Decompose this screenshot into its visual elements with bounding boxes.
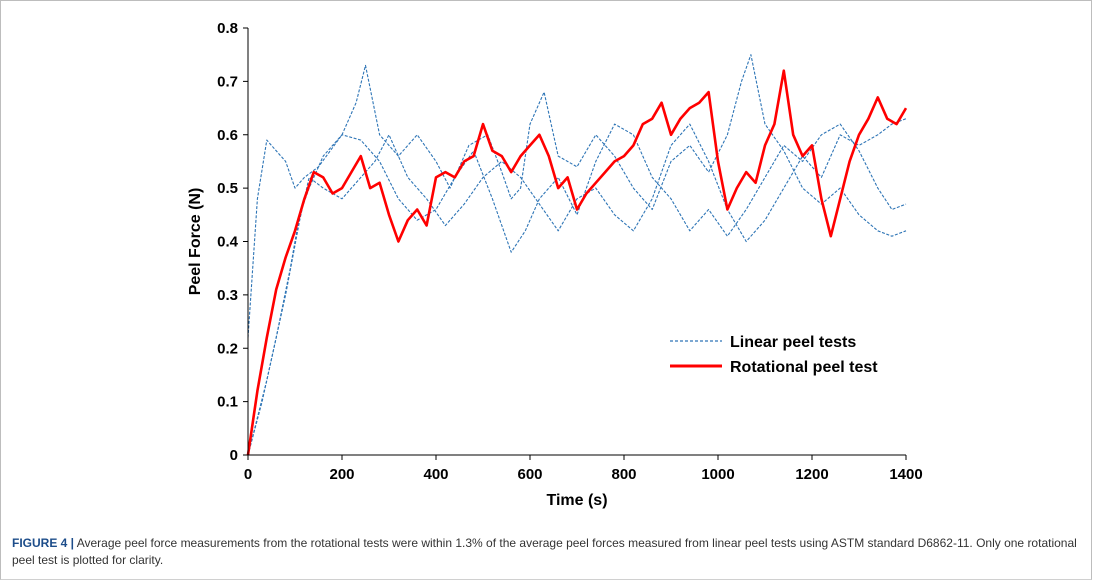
x-tick-label: 400 <box>423 466 448 483</box>
y-tick-label: 0.4 <box>217 234 239 251</box>
y-tick-label: 0.8 <box>217 20 238 37</box>
x-tick-label: 200 <box>329 466 354 483</box>
series-line-1 <box>247 54 907 338</box>
y-tick-label: 0.7 <box>217 73 238 90</box>
y-tick-label: 0 <box>230 447 238 464</box>
legend-label-linear: Linear peel tests <box>730 334 856 351</box>
x-tick-label: 800 <box>611 466 636 483</box>
axes-layer <box>243 27 907 460</box>
figure-label: FIGURE 4 | <box>12 536 75 550</box>
y-axis-title: Peel Force (N) <box>187 188 204 296</box>
legend-label-rotational: Rotational peel test <box>730 359 878 376</box>
series-line-2 <box>247 123 907 456</box>
series-line-3 <box>247 118 907 456</box>
y-tick-label: 0.2 <box>217 340 238 357</box>
x-tick-label: 1400 <box>889 466 922 483</box>
legend: Linear peel tests Rotational peel test <box>670 334 878 376</box>
x-axis-title: Time (s) <box>546 492 607 509</box>
x-tick-label: 1200 <box>795 466 828 483</box>
caption-text: Average peel force measurements from the… <box>12 536 1077 567</box>
series-line-4 <box>246 69 908 456</box>
tick-labels: 0 0.1 0.2 0.3 0.4 0.5 0.6 0.7 0.8 0 200 400 600 800 10… <box>217 20 923 483</box>
x-tick-label: 600 <box>517 466 542 483</box>
figure-caption: FIGURE 4 | Average peel force measuremen… <box>12 535 1082 569</box>
peel-force-chart: 0 0.1 0.2 0.3 0.4 0.5 0.6 0.7 0.8 0 200 400 600 800 10… <box>187 20 923 509</box>
y-tick-label: 0.1 <box>217 394 238 411</box>
y-tick-label: 0.6 <box>217 127 238 144</box>
x-tick-label: 0 <box>244 466 252 483</box>
series-layer <box>246 54 908 456</box>
y-tick-label: 0.3 <box>217 287 238 304</box>
x-tick-label: 1000 <box>701 466 734 483</box>
y-tick-label: 0.5 <box>217 180 238 197</box>
